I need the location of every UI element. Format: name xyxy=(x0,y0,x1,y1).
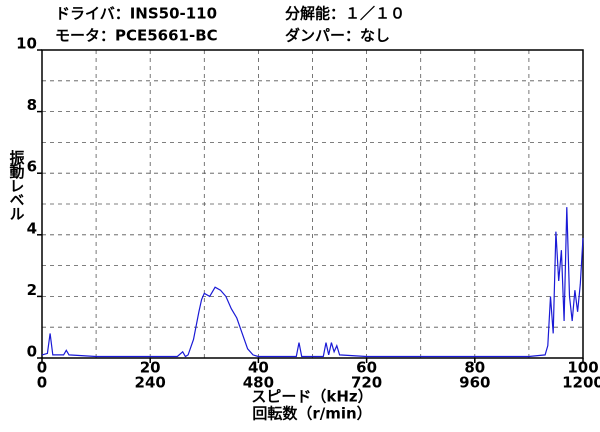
x2-tick-label: 720 xyxy=(351,374,382,392)
x-tick-label: 20 xyxy=(140,359,161,377)
y-tick-label: 2 xyxy=(27,281,37,299)
y-tick-label: 10 xyxy=(16,35,37,53)
x2-tick-label: 240 xyxy=(135,374,166,392)
x-tick-label: 100 xyxy=(567,359,598,377)
y-axis-label: 振動レベル xyxy=(8,149,26,220)
x-axis-label: スピード（kHz） xyxy=(251,388,372,406)
title-line: 分解能：１／１０ xyxy=(285,5,405,23)
x2-tick-label: 1200 xyxy=(562,374,600,392)
y-tick-label: 4 xyxy=(27,219,37,237)
plot-frame xyxy=(41,49,584,359)
data-line xyxy=(41,207,584,358)
title-line: ドライバ：INS50-110 xyxy=(55,5,217,23)
x-tick-label: 80 xyxy=(464,359,485,377)
y-tick-label: 8 xyxy=(27,96,37,114)
x2-tick-label: 480 xyxy=(243,374,274,392)
x2-tick-label: 0 xyxy=(37,374,47,392)
x2-tick-label: 960 xyxy=(459,374,490,392)
x2-axis-label: 回転数（r/min） xyxy=(252,405,371,423)
y-tick-label: 6 xyxy=(27,158,37,176)
title-line: モータ：PCE5661-BC xyxy=(55,27,218,45)
x-tick-label: 0 xyxy=(37,359,47,377)
x-tick-label: 60 xyxy=(356,359,377,377)
y-tick-label: 0 xyxy=(27,343,37,361)
title-line: ダンパー：なし xyxy=(285,27,390,45)
x-tick-label: 40 xyxy=(248,359,269,377)
